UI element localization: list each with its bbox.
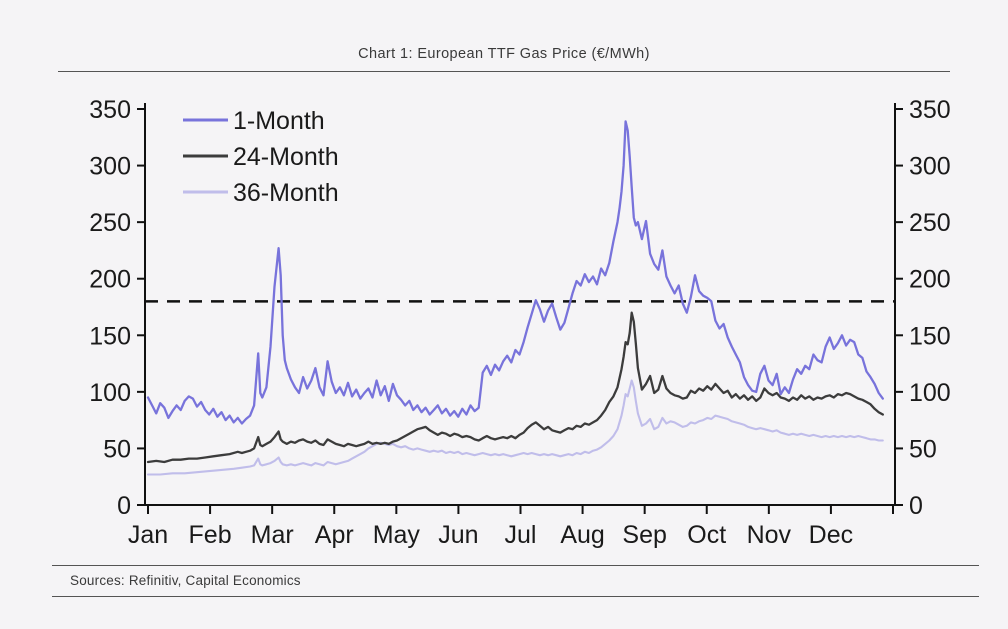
- x-axis-label: Sep: [622, 521, 666, 549]
- y-axis-label-left: 300: [89, 153, 131, 181]
- x-axis-label: Oct: [687, 521, 726, 549]
- x-axis-label: Nov: [747, 521, 792, 549]
- y-axis-label-right: 350: [909, 96, 951, 124]
- x-axis-label: Feb: [189, 521, 232, 549]
- legend-label-24-month: 24-Month: [233, 143, 339, 171]
- x-axis-label: May: [373, 521, 421, 549]
- series-line-1-month: [146, 120, 884, 425]
- y-axis-label-left: 150: [89, 322, 131, 350]
- x-axis-label: Jan: [128, 521, 168, 549]
- y-axis-label-left: 0: [117, 492, 131, 520]
- sources-divider-bottom: [52, 596, 979, 598]
- y-axis-label-left: 100: [89, 379, 131, 407]
- legend-label-36-month: 36-Month: [233, 179, 339, 207]
- legend-label-1-month: 1-Month: [233, 107, 325, 135]
- series-line-24-month: [146, 311, 884, 464]
- y-axis-label-right: 150: [909, 322, 951, 350]
- sources-note: Sources: Refinitiv, Capital Economics: [70, 573, 301, 588]
- chart-title: Chart 1: European TTF Gas Price (€/MWh): [358, 46, 650, 62]
- y-axis-label-left: 250: [89, 209, 131, 237]
- y-axis-label-left: 350: [89, 96, 131, 124]
- x-axis-label: Mar: [251, 521, 294, 549]
- x-axis-label: Aug: [560, 521, 604, 549]
- x-axis-label: Jul: [505, 521, 537, 549]
- sources-divider-top: [52, 565, 979, 567]
- y-axis-label-right: 250: [909, 209, 951, 237]
- y-axis-label-left: 200: [89, 266, 131, 294]
- y-axis-label-right: 0: [909, 492, 923, 520]
- title-divider: [58, 71, 950, 73]
- series-line-36-month: [146, 379, 884, 476]
- x-axis-label: Dec: [809, 521, 853, 549]
- x-axis-label: Apr: [315, 521, 354, 549]
- x-axis-label: Jun: [438, 521, 478, 549]
- y-axis-label-left: 50: [103, 435, 131, 463]
- y-axis-label-right: 100: [909, 379, 951, 407]
- y-axis-label-right: 50: [909, 435, 937, 463]
- y-axis-label-right: 200: [909, 266, 951, 294]
- y-axis-label-right: 300: [909, 153, 951, 181]
